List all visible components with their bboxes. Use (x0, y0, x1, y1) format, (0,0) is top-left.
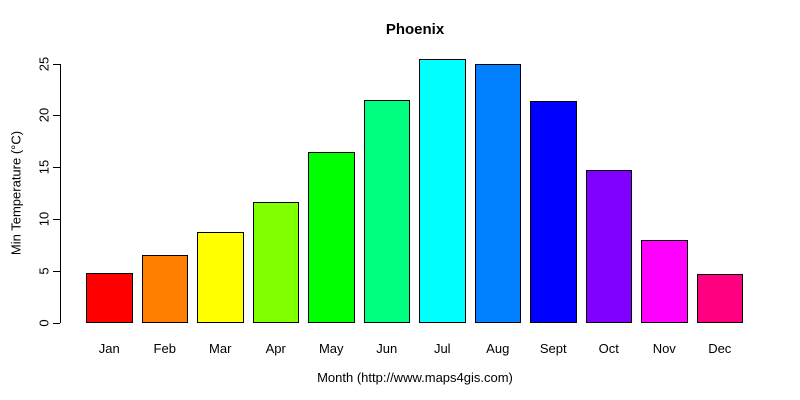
bar-jan (86, 273, 133, 323)
chart-title: Phoenix (385, 21, 445, 38)
bar-oct (585, 170, 632, 323)
bar-sept (530, 100, 577, 323)
x-tick-label-sept: Sept (539, 341, 567, 356)
y-tick-label: 5 (36, 267, 52, 275)
y-tick-label: 20 (36, 108, 52, 123)
x-tick-label-jul: Jul (433, 341, 451, 356)
y-tick-label: 15 (36, 160, 52, 175)
y-tick (53, 63, 60, 65)
bar-feb (141, 254, 188, 323)
bar-dec (696, 274, 743, 323)
x-axis-label: Month (http://www.maps4gis.com) (317, 370, 513, 385)
x-tick-label-nov: Nov (652, 341, 676, 356)
x-tick-label-jan: Jan (98, 341, 120, 356)
bar-mar (197, 231, 244, 323)
bar-aug (474, 63, 521, 323)
x-tick-label-oct: Oct (598, 341, 619, 356)
bar-jul (419, 59, 466, 323)
y-tick (53, 271, 60, 273)
y-tick (53, 323, 60, 324)
y-tick-label: 10 (36, 212, 52, 227)
x-tick-label-apr: Apr (265, 341, 286, 356)
y-tick-label: 0 (36, 319, 52, 327)
y-tick (53, 115, 60, 117)
bar-apr (252, 201, 299, 323)
y-tick (53, 167, 60, 169)
x-tick-label-feb: Feb (153, 341, 176, 356)
x-tick-label-aug: Aug (486, 341, 510, 356)
x-tick-label-mar: Mar (209, 341, 232, 356)
y-tick-label: 25 (36, 56, 52, 71)
y-axis-line (60, 63, 61, 323)
bar-nov (641, 239, 688, 323)
x-tick-label-jun: Jun (376, 341, 398, 356)
x-tick-label-may: May (318, 341, 344, 356)
bar-may (308, 151, 355, 323)
y-axis-label: Min Temperature (°C) (8, 130, 24, 256)
bar-jun (363, 99, 410, 323)
x-tick-label-dec: Dec (708, 341, 732, 356)
y-tick (53, 219, 60, 221)
